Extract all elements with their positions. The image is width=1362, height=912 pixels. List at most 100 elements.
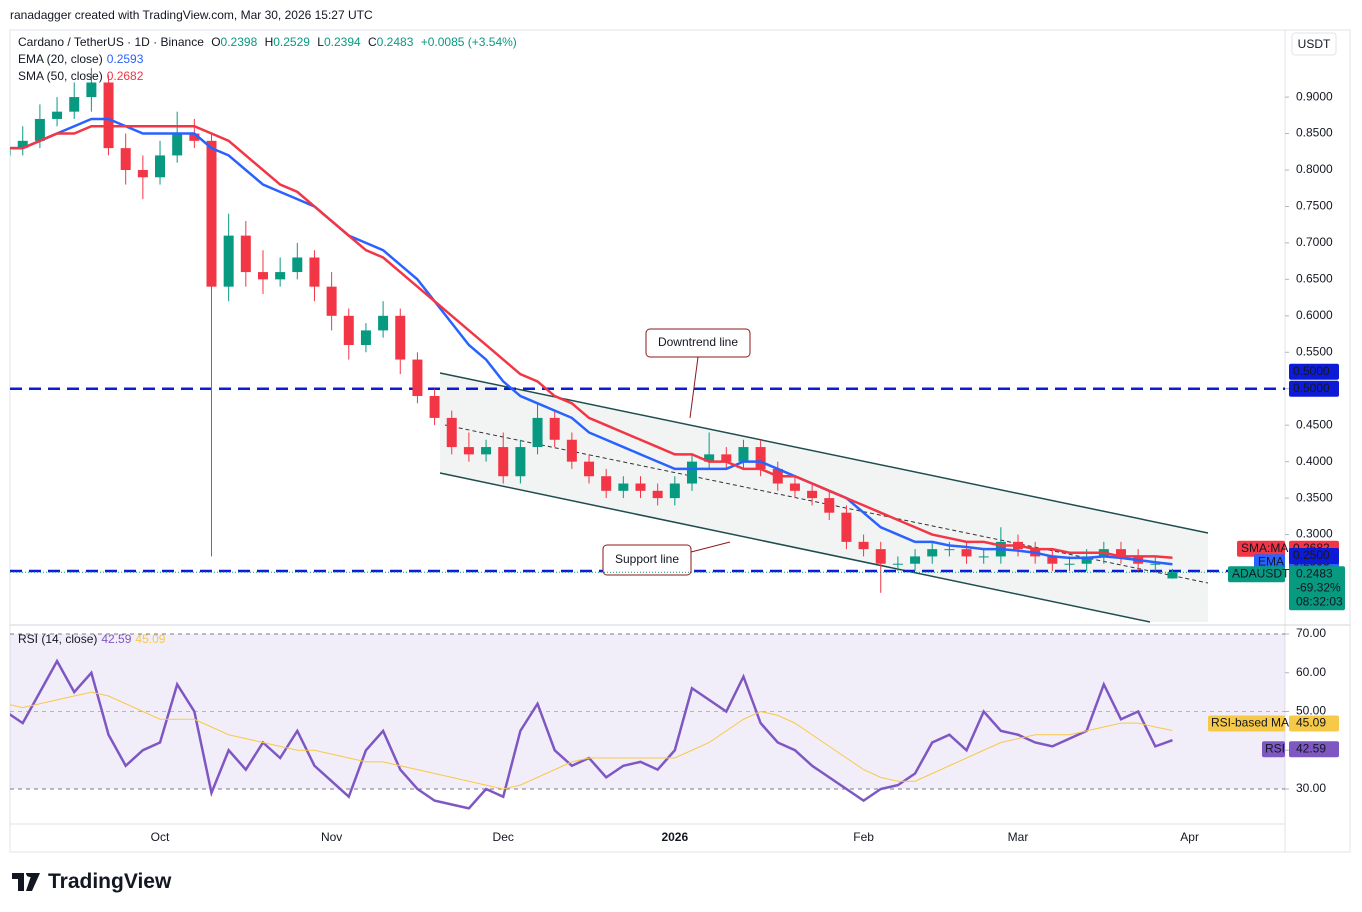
ohlc-change: +0.0085 (+3.54%)	[420, 35, 517, 49]
rsi-tag-box	[1289, 741, 1339, 758]
candle-body	[566, 439, 577, 462]
series-line	[10, 691, 1173, 790]
level-tag-text: 0.5000	[1293, 381, 1330, 395]
rsi-tag-box	[1208, 715, 1285, 732]
candle-body	[498, 447, 509, 477]
y-tick-label: 0.3500	[1296, 490, 1333, 504]
candle-body	[412, 359, 423, 397]
candle-body	[137, 169, 148, 178]
candle-body	[618, 483, 629, 491]
callout-text: Support line	[615, 552, 679, 566]
sma-tag-box	[1237, 540, 1285, 557]
x-tick-label: Mar	[1008, 830, 1029, 844]
candle-body	[549, 417, 560, 440]
candle-body	[17, 140, 28, 149]
rsi-tag-value: 45.09	[1296, 716, 1326, 730]
series-line	[10, 117, 1173, 566]
series-line	[10, 124, 1173, 559]
candle-body	[721, 454, 732, 462]
y-tick-label: 50.00	[1296, 704, 1326, 718]
y-tick-label: 0.5500	[1296, 344, 1333, 358]
ohlc-close: 0.2483	[376, 35, 414, 49]
y-tick-label: 0.8000	[1296, 162, 1333, 176]
candle-body	[910, 556, 921, 564]
support-line	[439, 472, 1151, 623]
candle-body	[103, 82, 114, 149]
candle-body	[481, 447, 492, 455]
candle-body	[378, 315, 389, 331]
y-tick-label: 0.8500	[1296, 126, 1333, 140]
price-pane	[10, 67, 1285, 593]
candle-body	[34, 118, 45, 141]
currency[interactable]: USDT	[1298, 37, 1331, 51]
candle-body	[1047, 556, 1058, 564]
y-tick-label: 30.00	[1296, 781, 1326, 795]
candle-body	[1115, 549, 1126, 557]
level-tag-box	[1289, 380, 1339, 397]
price-tag-box	[1289, 566, 1345, 611]
legend-sma: SMA (50, close) 0.2682	[18, 69, 147, 83]
candle-body	[52, 111, 63, 119]
candle-body	[755, 447, 766, 469]
change-tag: -69.32%	[1296, 580, 1341, 594]
candle-body	[738, 447, 749, 462]
candle-body	[257, 272, 268, 280]
ohlc-open: 0.2398	[220, 35, 258, 49]
y-tick-label: 0.6500	[1296, 272, 1333, 286]
candle-body	[961, 549, 972, 557]
level-tag-text: 0.2500	[1293, 548, 1330, 562]
y-tick-label: 0.3000	[1296, 527, 1333, 541]
x-tick-label: Oct	[151, 830, 170, 844]
candle-body	[824, 498, 835, 513]
candle-body	[669, 483, 680, 499]
price-tag: 0.2483	[1296, 566, 1333, 580]
candle-body	[86, 82, 97, 98]
y-tick-label: 60.00	[1296, 665, 1326, 679]
candle-body	[601, 476, 612, 491]
level-tag-box	[1289, 363, 1339, 380]
candle-body	[841, 512, 852, 542]
y-tick-label: 0.9000	[1296, 89, 1333, 103]
callout-box	[602, 544, 692, 576]
y-tick-label: 70.00	[1296, 626, 1326, 640]
candle-body	[463, 447, 474, 455]
rsi-tag-name: RSI-based MA	[1211, 716, 1289, 730]
callout-text: Downtrend line	[658, 335, 738, 349]
downtrend-line	[439, 372, 1209, 534]
y-tick-label: 0.7500	[1296, 199, 1333, 213]
brand: TradingView	[12, 870, 171, 894]
candle-body	[292, 257, 303, 273]
candle-body	[223, 235, 234, 287]
x-tick-label: Feb	[853, 830, 874, 844]
x-tick-label: Apr	[1180, 830, 1199, 844]
callout-pointer	[689, 356, 699, 419]
candle-body	[789, 483, 800, 491]
currency-button[interactable]	[1291, 32, 1337, 56]
annotations: Downtrend line Support line	[602, 328, 751, 576]
x-tick-label: Dec	[493, 830, 514, 844]
candle-body	[515, 447, 526, 477]
ohlc-low: 0.2394	[323, 35, 361, 49]
candle-body	[395, 315, 406, 360]
candle-body	[978, 556, 989, 558]
legend-ema: EMA (20, close) 0.2593	[18, 52, 147, 66]
x-tick-label: 2026	[661, 830, 688, 844]
ema-tag-box	[1254, 554, 1285, 571]
candle-body	[1064, 563, 1075, 565]
legend-value: 0.2593	[106, 52, 144, 66]
candle-body	[704, 454, 715, 462]
header: ranadagger created with TradingView.com,…	[10, 8, 373, 22]
level-tag-box	[1289, 548, 1339, 565]
candle-body	[10, 148, 11, 156]
candle-body	[360, 330, 371, 345]
symbol-tag-box	[1228, 566, 1285, 583]
x-tick-label: Nov	[321, 830, 342, 844]
candle-body	[343, 315, 354, 345]
y-tick-label: 0.6000	[1296, 308, 1333, 322]
candle-body	[635, 483, 646, 491]
candle-body	[429, 396, 440, 418]
legend-rsi: RSI (14, close) 42.59 45.09	[18, 632, 169, 646]
brand-logo	[12, 873, 40, 891]
